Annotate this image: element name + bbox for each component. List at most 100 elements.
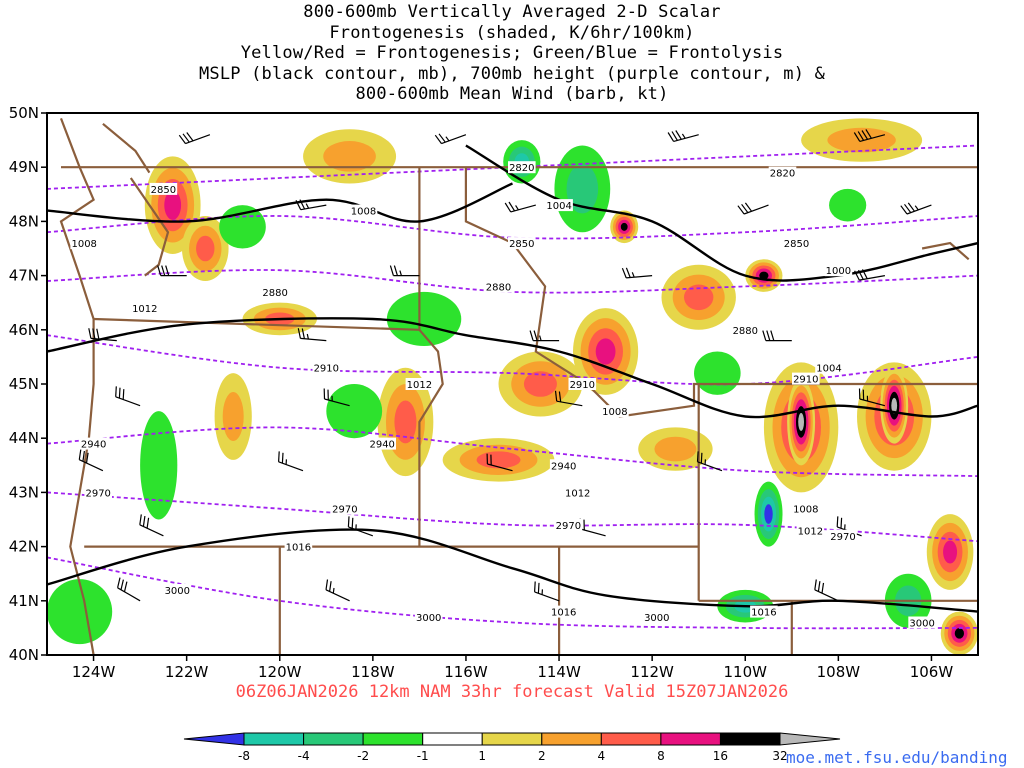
frontogenesis-cell <box>827 127 896 153</box>
frontogenesis-cell <box>943 540 958 564</box>
height-label-bg <box>792 372 820 385</box>
mslp-label-bg <box>601 405 629 418</box>
mslp-label-bg <box>131 302 159 315</box>
wind-barb <box>139 514 164 537</box>
height-label-bg <box>414 611 443 624</box>
colorbar-label: 2 <box>538 749 546 763</box>
height-label: 3000 <box>165 586 190 597</box>
lon-label: 114W <box>537 663 581 681</box>
lat-label: 49N <box>9 158 39 176</box>
wind-barb <box>504 201 536 213</box>
height-label-bg <box>508 237 536 250</box>
mslp-label: 1016 <box>751 608 776 619</box>
height-label-bg <box>568 378 597 390</box>
mslp-label-bg <box>549 605 578 618</box>
height-label: 2940 <box>551 461 576 472</box>
height-label: 2910 <box>793 375 818 386</box>
frontolysis-cell <box>764 504 773 524</box>
colorbar-label: -2 <box>357 749 369 763</box>
frontolysis-cell <box>140 411 178 520</box>
mslp-label-bg <box>792 502 820 515</box>
colorbar-swatch <box>541 732 602 746</box>
wind-barb <box>115 386 141 407</box>
lat-label: 46N <box>9 321 39 339</box>
colorbar-swatch <box>362 732 424 746</box>
frontolysis-cell <box>694 351 741 395</box>
height-contour-3000 <box>47 556 978 630</box>
colorbar-swatch <box>719 732 781 746</box>
frontogenesis-cell <box>323 141 376 172</box>
wind-barb <box>78 449 104 472</box>
wind-barbs <box>78 129 932 602</box>
map-title: 800-600mb Vertically Averaged 2-D Scalar… <box>0 2 1024 105</box>
frontogenesis-cell <box>595 338 616 365</box>
height-contour-2820 <box>47 144 978 190</box>
frontolysis-cell <box>219 205 266 249</box>
colorbar-swatch <box>600 732 662 746</box>
frontogenesis-cell <box>759 271 769 280</box>
colorbar-label: 16 <box>713 749 728 763</box>
colorbar-swatch <box>183 732 245 746</box>
colorbar: -8 -4 -2 -1 1 2 4 8 16 32 <box>183 732 841 763</box>
mslp-label: 1016 <box>286 543 311 554</box>
mslp-label-bg <box>405 378 434 390</box>
title-line-1: 800-600mb Vertically Averaged 2-D Scalar <box>303 2 721 22</box>
mslp-label-bg <box>750 605 778 618</box>
wind-barb <box>88 328 117 342</box>
wind-barb <box>434 133 467 145</box>
boundary-line <box>464 167 978 418</box>
wind-barb <box>347 516 374 537</box>
state-borders <box>59 118 978 655</box>
height-label-bg <box>829 529 857 542</box>
wind-barb <box>621 267 653 279</box>
frontolysis-cell <box>566 164 599 214</box>
colorbar-label: 1 <box>478 749 486 763</box>
colorbar-label: -4 <box>298 749 310 763</box>
height-label-bg <box>554 518 583 531</box>
mslp-contour-1016 <box>47 528 978 613</box>
lat-label: 44N <box>9 429 39 447</box>
mslp-label: 1000 <box>826 266 851 277</box>
height-label-bg <box>731 323 760 336</box>
mslp-label-bg <box>824 264 853 277</box>
boundary-line <box>418 329 444 547</box>
mslp-label: 1012 <box>407 380 432 391</box>
height-label: 2970 <box>556 521 581 532</box>
lon-label: 122W <box>165 663 209 681</box>
mslp-label-bg <box>70 237 98 250</box>
wind-barb <box>295 199 327 211</box>
height-contour-2970 <box>47 491 978 543</box>
height-contour-2850 <box>47 215 978 240</box>
wind-barb <box>667 130 699 142</box>
lat-label: 48N <box>9 212 39 230</box>
frontogenesis-cell <box>954 628 964 639</box>
height-label-bg <box>549 459 578 472</box>
mslp-label-bg <box>563 486 592 499</box>
frontogenesis-cell <box>196 235 215 262</box>
height-label-bg <box>508 161 536 174</box>
mslp-contour-1012 <box>47 317 978 419</box>
frontogenesis-cell <box>891 397 898 414</box>
wind-barb <box>534 581 560 602</box>
height-label-bg <box>163 584 192 596</box>
wind-barb <box>762 330 792 342</box>
title-line-4: MSLP (black contour, mb), 700mb height (… <box>198 63 826 84</box>
axes: 50N 49N 48N 47N 46N 45N 44N 43N 42N 41N 40N 124W 122… <box>9 104 954 681</box>
plot-layers: 2820 2820 2850 2850 2850 2880 2880 2880 2910 2910… <box>47 118 978 655</box>
frontogenesis-cell <box>620 222 628 231</box>
height-label: 2820 <box>509 163 534 174</box>
title-line-3: Yellow/Red = Frontogenesis; Green/Blue =… <box>240 43 784 63</box>
mslp-label: 1004 <box>816 364 841 375</box>
height-label: 3000 <box>909 619 934 630</box>
boundary-line <box>129 177 170 277</box>
mslp-label: 1012 <box>798 526 823 537</box>
lon-label: 118W <box>351 663 395 681</box>
height-contours <box>47 144 978 630</box>
height-label-bg <box>368 437 396 450</box>
height-label: 3000 <box>416 613 441 624</box>
mslp-label: 1008 <box>71 239 96 250</box>
colorbar-label: 4 <box>597 749 605 763</box>
frontogenesis-cell <box>222 392 244 442</box>
frontogenesis-cell <box>654 436 697 462</box>
